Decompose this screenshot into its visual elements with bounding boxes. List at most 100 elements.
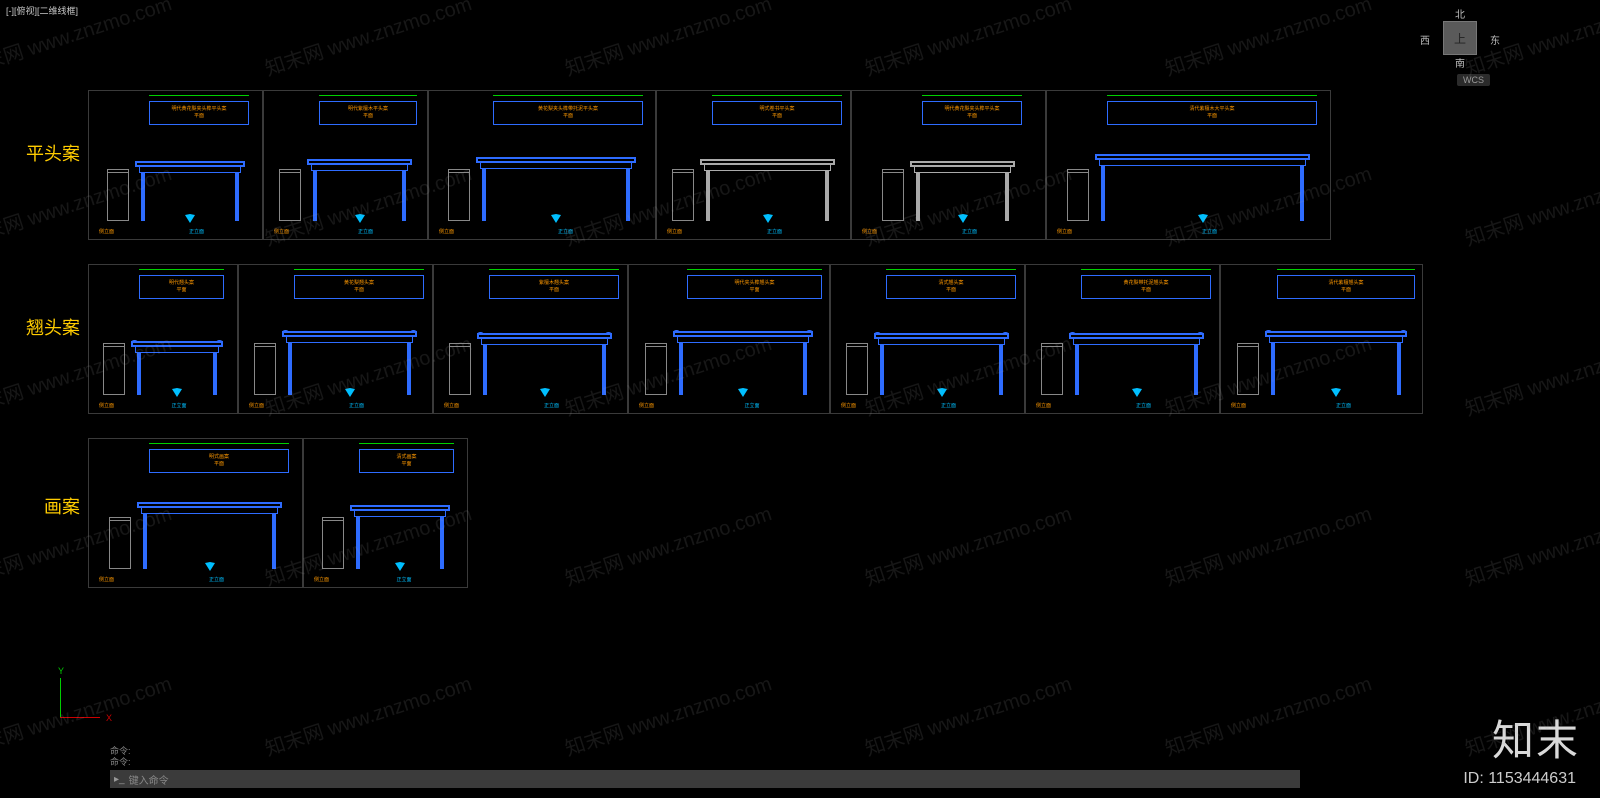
title-plaque: 明代黄花梨夹头榫平头案平面 (149, 101, 249, 125)
main-label: 正立面 (172, 402, 187, 409)
command-line[interactable]: 命令: 命令: ▸_ 键入命令 (110, 770, 1300, 788)
front-elevation (131, 341, 223, 395)
side-label: 侧立面 (99, 576, 114, 583)
side-elevation (882, 169, 904, 221)
dimension-line (886, 269, 1016, 270)
side-elevation (322, 517, 344, 569)
side-label: 侧立面 (439, 228, 454, 235)
title-plaque: 清代紫檀木大平头案平面 (1107, 101, 1317, 125)
drawing-cell[interactable]: 明式画案平面侧立面 正立面 (88, 438, 303, 588)
side-elevation (103, 343, 125, 395)
drawing-cell[interactable]: 黄花梨带托泥翘头案平面侧立面正立面 (1025, 264, 1220, 414)
drawing-cell[interactable]: 紫檀木翘头案平面侧立面正立面 (433, 264, 628, 414)
drawing-cell[interactable]: 清式翘头案平面侧立面正立面 (830, 264, 1025, 414)
view-marker-icon (355, 215, 365, 223)
command-chevron-icon: ▸_ (110, 774, 129, 785)
title-plaque: 黄花梨夹头榫带托泥平头案平面 (493, 101, 643, 125)
plaque-text: 黄花梨夹头榫带托泥平头案平面 (500, 106, 636, 120)
side-label: 侧立面 (99, 402, 114, 409)
view-marker-icon (1331, 389, 1341, 397)
side-elevation (449, 343, 471, 395)
command-placeholder: 键入命令 (129, 772, 169, 787)
title-plaque: 明代紫檀木平头案平面 (319, 101, 417, 125)
title-plaque: 紫檀木翘头案平面 (489, 275, 619, 299)
plaque-text: 明代黄花梨夹头榫平头案平面 (929, 106, 1015, 120)
side-elevation (448, 169, 470, 221)
main-label: 正立面 (397, 576, 412, 583)
drawing-row: 画案明式画案平面侧立面正立面清式画案平面侧立面正立面 (0, 438, 1600, 588)
drawing-cell[interactable]: 明代紫檀木平头案平面侧立面正立面 (263, 90, 428, 240)
title-plaque: 明式画案平面 (149, 449, 289, 473)
plaque-text: 清代紫檀木大平头案平面 (1114, 106, 1310, 120)
plaque-text: 明式卷书平头案平面 (719, 106, 835, 120)
dimension-line (359, 443, 454, 444)
row-cells: 明式画案平面侧立面正立面清式画案平面侧立面正立面 (88, 438, 468, 588)
plaque-text: 清式翘头案平面 (893, 280, 1009, 294)
side-label: 侧立面 (314, 576, 329, 583)
main-label: 正立面 (767, 228, 782, 235)
side-label: 侧立面 (99, 228, 114, 235)
dimension-line (1107, 95, 1317, 96)
title-plaque: 黄花梨带托泥翘头案平面 (1081, 275, 1211, 299)
main-label: 正立面 (1336, 402, 1351, 409)
view-marker-icon (172, 389, 182, 397)
view-marker-icon (1198, 215, 1208, 223)
plaque-text: 黄花梨翘头案平面 (301, 280, 417, 294)
dimension-line (922, 95, 1022, 96)
viewport-label[interactable]: [-][俯视][二维线框] (6, 4, 78, 17)
dimension-line (1081, 269, 1211, 270)
side-elevation (254, 343, 276, 395)
drawing-cell[interactable]: 明式卷书平头案平面侧立面正立面 (656, 90, 851, 240)
front-elevation (476, 157, 636, 221)
row-label: 平头案 (0, 140, 80, 166)
view-marker-icon (551, 215, 561, 223)
main-label: 正立面 (558, 228, 573, 235)
front-elevation (1265, 331, 1407, 395)
side-label: 侧立面 (1036, 402, 1051, 409)
front-elevation (673, 331, 813, 395)
side-elevation (846, 343, 868, 395)
front-elevation (1069, 333, 1204, 395)
drawing-row: 平头案明代黄花梨夹头榫平头案平面侧立面正立面明代紫檀木平头案平面侧立面正立面黄花… (0, 90, 1600, 240)
viewcube-north[interactable]: 北 (1430, 6, 1490, 21)
drawing-cell[interactable]: 清代紫檀木大平头案平面侧立面 正立面 (1046, 90, 1331, 240)
drawing-cell[interactable]: 明代黄花梨夹头榫平头案平面侧立面正立面 (851, 90, 1046, 240)
drawing-cell[interactable]: 明代夹头榫翘头案平面侧立面正立面 (628, 264, 830, 414)
drawing-cell[interactable]: 清式画案平面侧立面正立面 (303, 438, 468, 588)
drawing-cell[interactable]: 黄花梨翘头案平面侧立面 正立面 (238, 264, 433, 414)
front-elevation (135, 161, 245, 221)
side-label: 侧立面 (841, 402, 856, 409)
title-plaque: 清式翘头案平面 (886, 275, 1016, 299)
side-elevation (1237, 343, 1259, 395)
view-marker-icon (185, 215, 195, 223)
side-elevation (1041, 343, 1063, 395)
main-label: 正立面 (1202, 228, 1217, 235)
drawing-cell[interactable]: 明代翘头案平面侧立面正立面 (88, 264, 238, 414)
side-label: 侧立面 (249, 402, 264, 409)
side-elevation (672, 169, 694, 221)
front-elevation (700, 159, 835, 221)
front-elevation (282, 331, 417, 395)
plaque-text: 明代黄花梨夹头榫平头案平面 (156, 106, 242, 120)
dimension-line (489, 269, 619, 270)
drawing-cell[interactable]: 黄花梨夹头榫带托泥平头案平面侧立面 正立面 (428, 90, 656, 240)
dimension-line (712, 95, 842, 96)
side-label: 侧立面 (1057, 228, 1072, 235)
dimension-line (687, 269, 822, 270)
main-label: 正立面 (349, 402, 364, 409)
drawing-row: 翘头案明代翘头案平面侧立面正立面黄花梨翘头案平面侧立面正立面紫檀木翘头案平面侧立… (0, 264, 1600, 414)
view-marker-icon (937, 389, 947, 397)
side-label: 侧立面 (639, 402, 654, 409)
front-elevation (137, 502, 282, 569)
front-elevation (477, 333, 612, 395)
dimension-line (1277, 269, 1415, 270)
view-marker-icon (738, 389, 748, 397)
drawing-cell[interactable]: 清代紫檀翘头案平面侧立面正立面 (1220, 264, 1423, 414)
view-marker-icon (395, 563, 405, 571)
view-marker-icon (205, 563, 215, 571)
dimension-line (149, 443, 289, 444)
drawing-cell[interactable]: 明代黄花梨夹头榫平头案平面侧立面正立面 (88, 90, 263, 240)
main-label: 正立面 (209, 576, 224, 583)
title-plaque: 明式卷书平头案平面 (712, 101, 842, 125)
model-canvas[interactable]: 平头案明代黄花梨夹头榫平头案平面侧立面正立面明代紫檀木平头案平面侧立面正立面黄花… (0, 28, 1600, 768)
